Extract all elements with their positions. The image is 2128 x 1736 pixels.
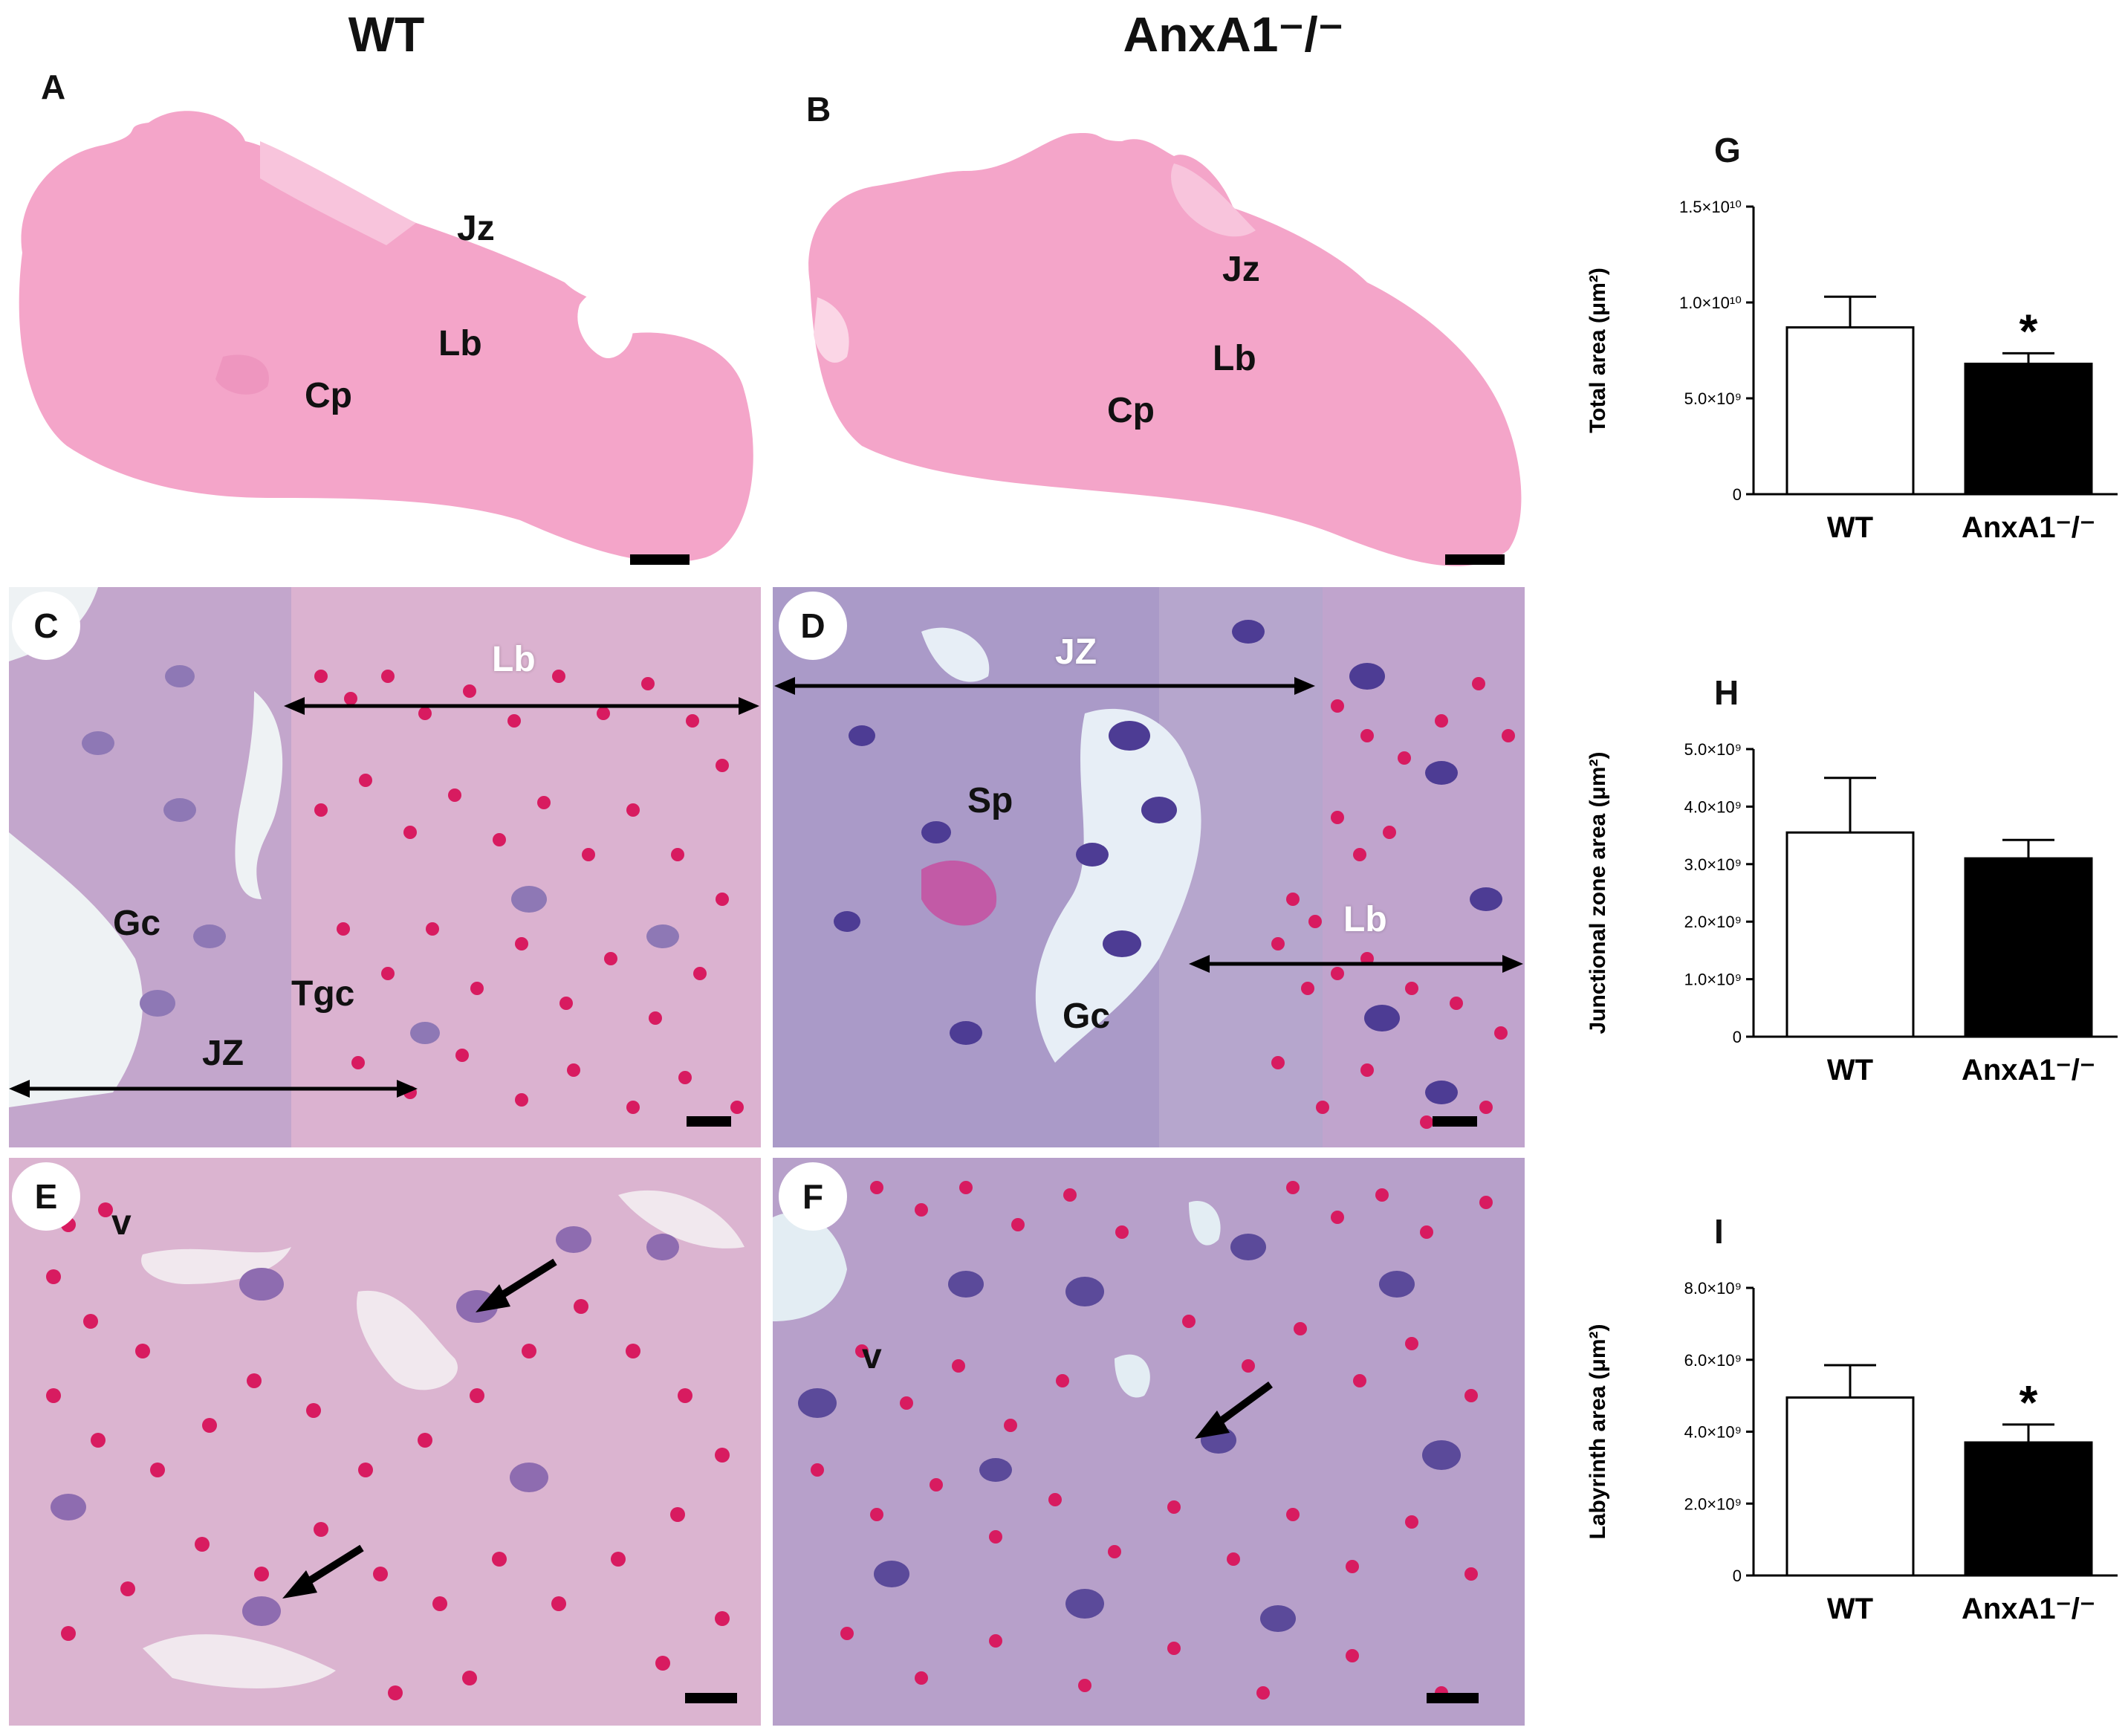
label-jz-c: JZ: [202, 1034, 244, 1073]
chart-h-svg: 0 1.0×10⁹ 2.0×10⁹ 3.0×10⁹ 4.0×10⁹ 5.0×10⁹ Junc…: [1586, 740, 2118, 1086]
panel-a: A Jz Lb Cp: [0, 59, 765, 580]
chart-i-svg: 0 2.0×10⁹ 4.0×10⁹ 6.0×10⁹ 8.0×10⁹ Labyrinth a…: [1586, 1279, 2118, 1625]
y-axis-label: Total area (μm²): [1586, 268, 1610, 433]
label-sp-d: Sp: [967, 781, 1013, 820]
panel-label-b: B: [806, 90, 831, 129]
micrograph-e: [9, 1158, 761, 1726]
bar-wt: [1785, 1396, 1915, 1577]
double-arrows-d: [774, 677, 1523, 973]
bar-wt: [1785, 326, 1915, 496]
y-tick-label: 0: [1733, 1567, 1742, 1585]
y-tick-label: 4.0×10⁹: [1684, 1423, 1742, 1442]
panel-e: E v: [9, 1158, 761, 1726]
panel-f: F v: [773, 1158, 1525, 1726]
chart-g-svg: 0 5.0×10⁹ 1.0×10¹⁰ 1.5×10¹⁰ Total area (μm²)…: [1586, 198, 2118, 544]
nuclei-c: [82, 665, 679, 1044]
placenta-section-wt: [19, 111, 753, 563]
panel-label-f: F: [779, 1162, 847, 1231]
y-tick-label: 5.0×10⁹: [1684, 740, 1742, 759]
black-arrow-icon: [1195, 1381, 1273, 1439]
x-tick-label: AnxA1⁻/⁻: [1962, 1593, 2095, 1625]
significance-marker: *: [2020, 1376, 2038, 1429]
rbc-cluster-f: [811, 1181, 1493, 1700]
y-tick-label: 3.0×10⁹: [1684, 855, 1742, 874]
y-tick-label: 4.0×10⁹: [1684, 797, 1742, 816]
label-jz-d: JZ: [1055, 632, 1097, 672]
label-cp-b: Cp: [1107, 391, 1155, 430]
chart-h: H 0 1.0×10⁹ 2.0×10⁹ 3.0×10⁹ 4.0×10⁹ 5.0×10⁹ Ju…: [1553, 661, 2125, 1122]
y-tick-label: 0: [1733, 1028, 1742, 1046]
scale-bar-d: [1433, 1116, 1477, 1127]
x-tick-label: WT: [1827, 1054, 1873, 1086]
scale-bar-c: [687, 1116, 731, 1127]
bar-anxa1: [1964, 1441, 2093, 1577]
x-tick-label: WT: [1827, 1593, 1873, 1625]
panel-label-e: E: [12, 1162, 80, 1231]
column-header-anxa1: AnxA1⁻/⁻: [1123, 7, 1344, 62]
double-arrow-lb-c: [9, 697, 759, 1098]
y-tick-label: 1.5×10¹⁰: [1679, 198, 1742, 216]
panel-label-c: C: [12, 592, 80, 660]
y-tick-label: 5.0×10⁹: [1684, 389, 1742, 408]
scale-bar-f: [1427, 1693, 1479, 1703]
panel-label-h: H: [1714, 673, 1739, 712]
rbc-cluster-d: [1271, 677, 1515, 1129]
label-jz-b: Jz: [1222, 250, 1260, 289]
label-gc-c: Gc: [113, 904, 161, 943]
micrograph-d: [773, 587, 1525, 1147]
x-tick-label: AnxA1⁻/⁻: [1962, 511, 2095, 544]
label-lb-b: Lb: [1213, 339, 1256, 378]
placenta-section-anxa1: [808, 132, 1522, 566]
label-v-e: v: [111, 1203, 132, 1243]
rbc-cluster-c: [314, 670, 744, 1114]
y-tick-label: 2.0×10⁹: [1684, 1494, 1742, 1513]
chart-i: I 0 2.0×10⁹ 4.0×10⁹ 6.0×10⁹ 8.0×10⁹ Labyrinth…: [1553, 1200, 2125, 1661]
y-tick-label: 6.0×10⁹: [1684, 1351, 1742, 1370]
y-axis-label: Junctional zone area (μm²): [1586, 751, 1610, 1034]
y-tick-label: 1.0×10¹⁰: [1679, 294, 1742, 312]
scale-bar-e: [685, 1693, 737, 1703]
nuclei-d: [834, 620, 1502, 1104]
y-axis-label: Labyrinth area (μm²): [1586, 1324, 1610, 1539]
y-tick-label: 1.0×10⁹: [1684, 971, 1742, 989]
panel-b: B Jz Lb Cp: [773, 59, 1538, 580]
black-arrow-icon: [282, 1258, 557, 1599]
x-tick-label: AnxA1⁻/⁻: [1962, 1054, 2095, 1086]
label-cp-a: Cp: [305, 376, 352, 415]
panel-label-d: D: [779, 592, 847, 660]
panel-label-g: G: [1714, 131, 1741, 169]
label-v-f: v: [862, 1337, 882, 1376]
significance-marker: *: [2020, 304, 2038, 357]
bar-anxa1: [1964, 857, 2093, 1038]
label-lb-a: Lb: [438, 324, 482, 363]
scale-bar-b: [1445, 554, 1505, 565]
y-tick-label: 2.0×10⁹: [1684, 913, 1742, 931]
y-tick-label: 8.0×10⁹: [1684, 1279, 1742, 1298]
column-header-wt: WT: [348, 7, 425, 62]
scale-bar-a: [630, 554, 690, 565]
label-gc-d: Gc: [1063, 997, 1111, 1036]
x-tick-label: WT: [1827, 511, 1873, 544]
panel-label-i: I: [1714, 1212, 1724, 1251]
panel-d: D JZ Sp Lb Gc: [773, 587, 1525, 1147]
label-tgc-c: Tgc: [291, 974, 355, 1014]
label-lb-d: Lb: [1343, 900, 1387, 939]
micrograph-f: [773, 1158, 1525, 1726]
panel-label-a: A: [41, 68, 66, 106]
panel-c: C Lb Gc Tgc JZ: [9, 587, 761, 1147]
micrograph-c: [9, 587, 761, 1147]
label-lb-c: Lb: [492, 640, 536, 679]
chart-g: G 0 5.0×10⁹ 1.0×10¹⁰ 1.5×10¹⁰ Total area (μm…: [1553, 119, 2125, 580]
bar-wt: [1785, 831, 1915, 1038]
y-tick-label: 0: [1733, 485, 1742, 504]
rbc-cluster-e: [31, 1195, 730, 1700]
bar-anxa1: [1964, 363, 2093, 496]
label-jz-a: Jz: [457, 209, 495, 248]
